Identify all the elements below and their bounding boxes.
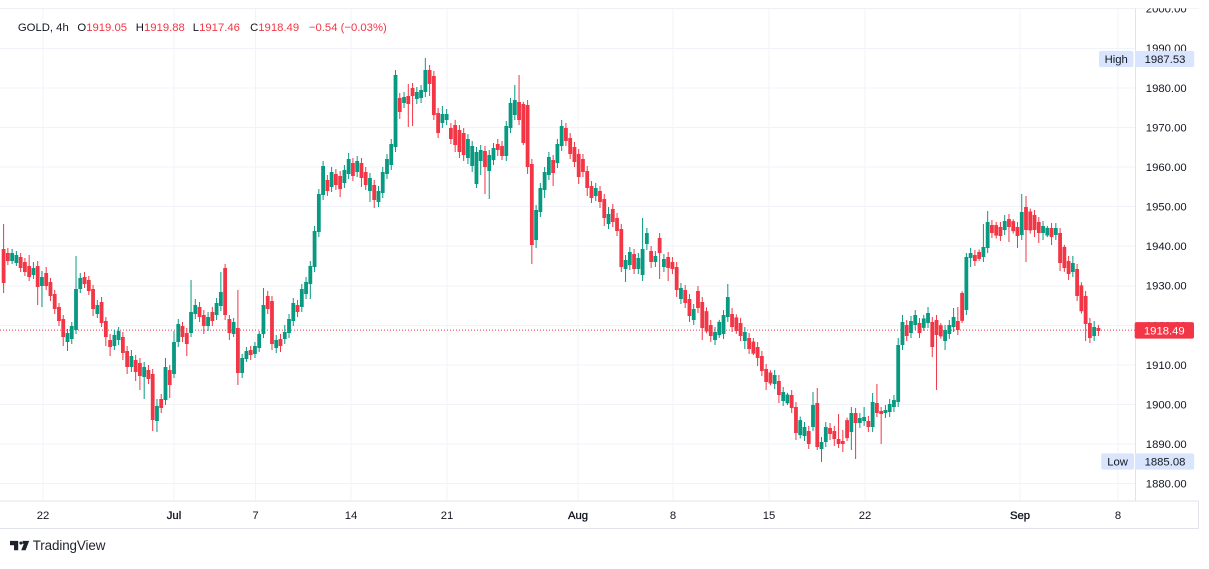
svg-text:C1918.49: C1918.49 <box>250 22 299 34</box>
svg-text:1930.00: 1930.00 <box>1146 281 1187 293</box>
svg-text:8: 8 <box>1115 510 1121 522</box>
svg-text:GOLD, 4h: GOLD, 4h <box>18 22 69 34</box>
svg-text:High: High <box>1105 54 1128 66</box>
svg-text:1960.00: 1960.00 <box>1146 162 1187 174</box>
svg-text:H1919.88: H1919.88 <box>136 22 185 34</box>
svg-text:1950.00: 1950.00 <box>1146 202 1187 214</box>
svg-text:1885.08: 1885.08 <box>1145 457 1186 469</box>
svg-text:1918.49: 1918.49 <box>1144 325 1185 337</box>
svg-text:8: 8 <box>670 510 676 522</box>
svg-text:O1919.05: O1919.05 <box>77 22 127 34</box>
svg-text:22: 22 <box>37 510 50 522</box>
svg-text:1910.00: 1910.00 <box>1146 360 1187 372</box>
svg-text:−0.54 (−0.03%): −0.54 (−0.03%) <box>309 22 387 34</box>
svg-text:Jul: Jul <box>167 510 181 522</box>
svg-text:TradingView: TradingView <box>33 538 106 553</box>
svg-text:7: 7 <box>252 510 258 522</box>
svg-text:L1917.46: L1917.46 <box>193 22 240 34</box>
svg-text:1890.00: 1890.00 <box>1146 439 1187 451</box>
svg-text:22: 22 <box>859 510 872 522</box>
svg-text:1900.00: 1900.00 <box>1146 399 1187 411</box>
svg-text:14: 14 <box>345 510 358 522</box>
svg-text:21: 21 <box>441 510 454 522</box>
svg-text:Aug: Aug <box>568 510 588 522</box>
svg-text:1987.53: 1987.53 <box>1145 54 1186 66</box>
svg-text:Low: Low <box>1107 457 1129 469</box>
svg-text:1880.00: 1880.00 <box>1146 479 1187 491</box>
svg-text:Sep: Sep <box>1010 510 1030 522</box>
svg-text:15: 15 <box>763 510 776 522</box>
svg-text:1970.00: 1970.00 <box>1146 122 1187 134</box>
svg-text:1980.00: 1980.00 <box>1146 83 1187 95</box>
svg-text:1940.00: 1940.00 <box>1146 241 1187 253</box>
